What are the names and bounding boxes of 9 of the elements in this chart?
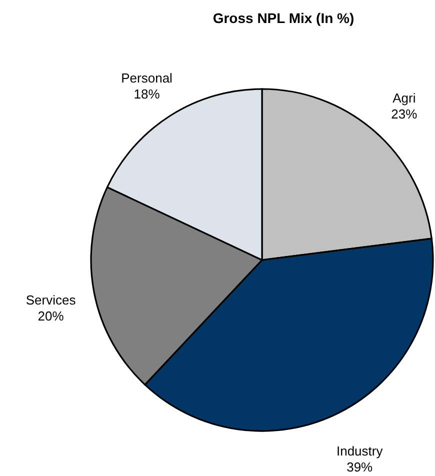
data-label: 20%	[38, 308, 64, 324]
slice-label: Personal	[121, 70, 173, 86]
data-label: 39%	[346, 460, 374, 475]
chart-title: Gross NPL Mix (In %)	[212, 10, 354, 26]
data-label: 23%	[391, 106, 418, 122]
slice-label: Services	[26, 292, 76, 308]
data-label: 18%	[134, 86, 160, 102]
slice-label: Agri	[392, 90, 416, 106]
slice-label: Industry	[336, 444, 384, 459]
